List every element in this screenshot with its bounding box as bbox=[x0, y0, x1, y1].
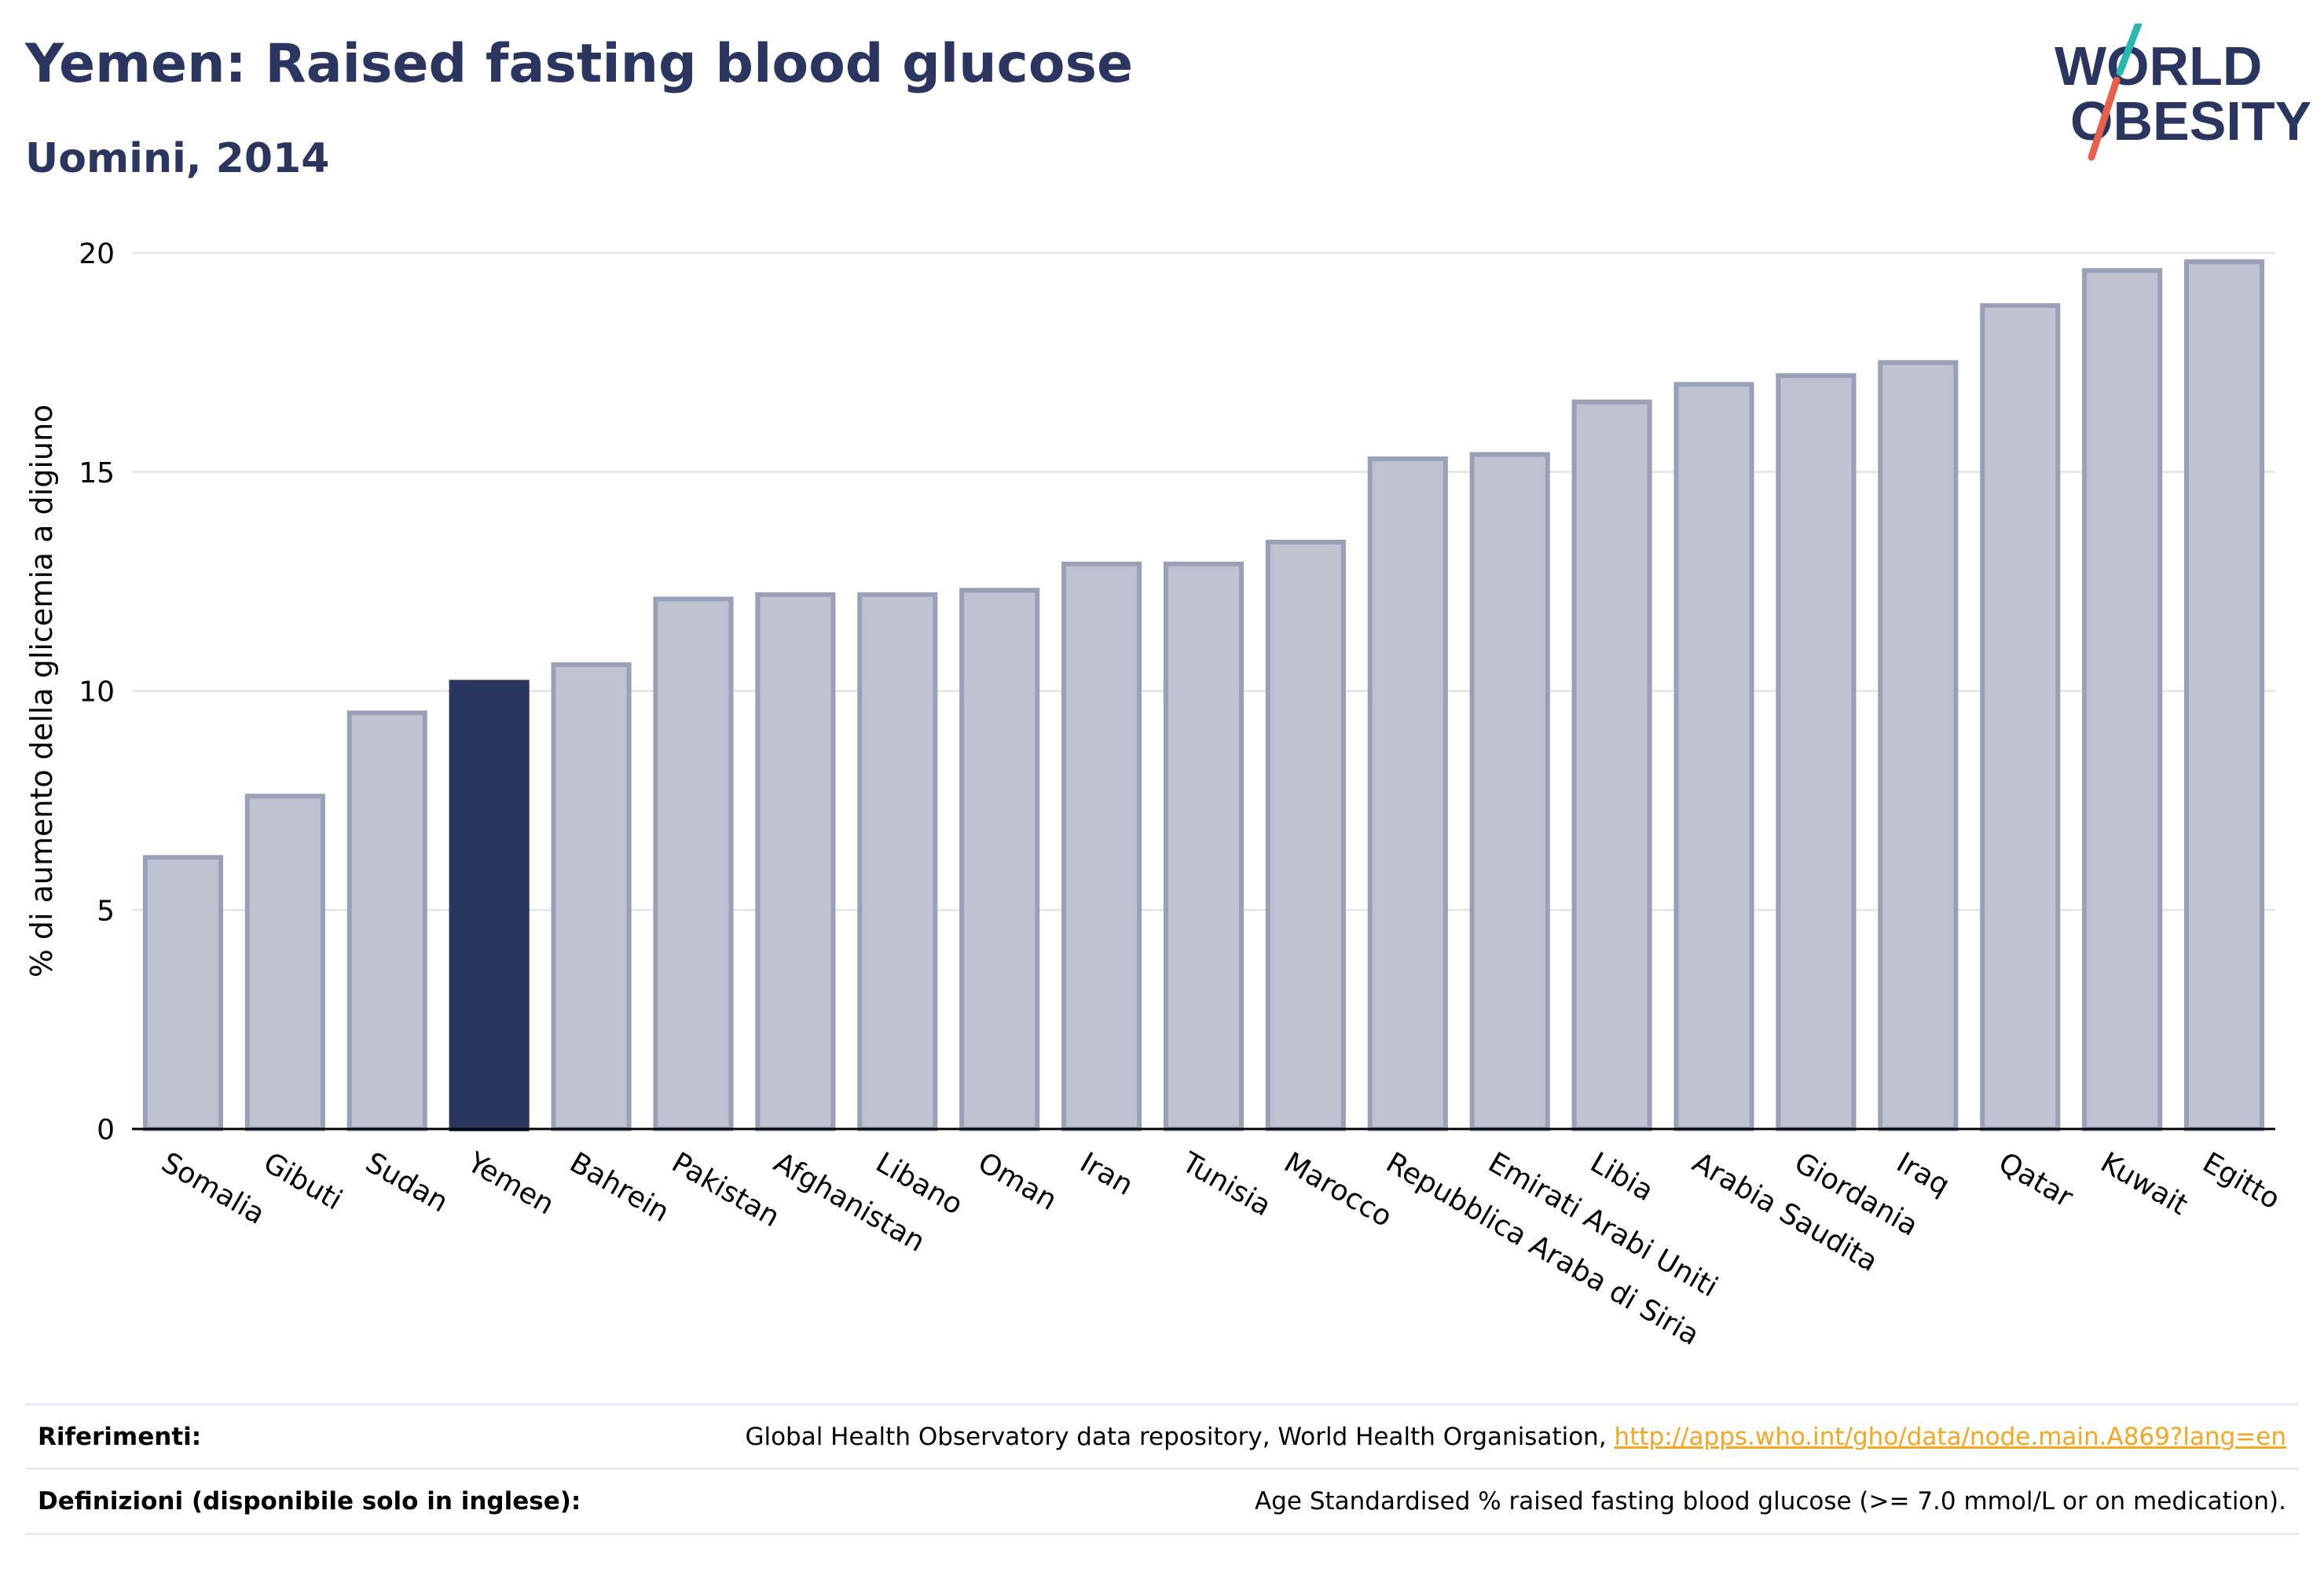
y-axis-ticks: 0 5 10 15 20 bbox=[79, 238, 115, 1146]
bar bbox=[551, 662, 632, 1131]
bar bbox=[1163, 561, 1244, 1131]
y-tick-label: 0 bbox=[97, 1114, 115, 1146]
x-tick-label: Bahrein bbox=[564, 1146, 674, 1229]
x-tick-label: Tunisia bbox=[1176, 1146, 1277, 1222]
bar bbox=[1776, 373, 1857, 1132]
definitions-label: Definizioni (disponibile solo in inglese… bbox=[38, 1487, 581, 1516]
references-text: Global Health Observatory data repositor… bbox=[745, 1423, 1615, 1451]
chart-title: Yemen: Raised fasting blood glucose bbox=[25, 33, 1134, 95]
x-tick-label: Egitto bbox=[2198, 1146, 2286, 1215]
bar bbox=[2183, 259, 2265, 1131]
logo-word-world: WORLD bbox=[2055, 35, 2262, 97]
x-tick-label: Iraq bbox=[1891, 1146, 1955, 1202]
x-tick-label: Yemen bbox=[461, 1146, 559, 1222]
footer-definitions-row: Definizioni (disponibile solo in inglese… bbox=[25, 1468, 2299, 1535]
references-link[interactable]: http://apps.who.int/gho/data/node.main.A… bbox=[1614, 1423, 2286, 1451]
x-tick-label: Gibuti bbox=[258, 1146, 347, 1216]
bar bbox=[755, 592, 836, 1131]
logo-slash-top bbox=[2116, 24, 2143, 76]
bar bbox=[1265, 539, 1346, 1131]
definitions-value: Age Standardised % raised fasting blood … bbox=[1255, 1487, 2286, 1516]
bar bbox=[2082, 268, 2163, 1131]
bar-highlighted bbox=[449, 680, 530, 1131]
x-tick-label: Oman bbox=[973, 1146, 1062, 1217]
references-value: Global Health Observatory data repositor… bbox=[745, 1423, 2286, 1451]
bar bbox=[857, 592, 938, 1131]
bar bbox=[959, 588, 1040, 1131]
bar bbox=[1571, 399, 1652, 1131]
chart-subtitle: Uomini, 2014 bbox=[25, 135, 330, 182]
x-tick-label: Marocco bbox=[1278, 1146, 1397, 1233]
bar bbox=[1980, 302, 2061, 1131]
bars bbox=[142, 259, 2265, 1132]
y-tick-label: 5 bbox=[97, 895, 115, 927]
x-tick-label: Kuwait bbox=[2095, 1146, 2194, 1222]
bar bbox=[1469, 452, 1550, 1131]
x-tick-label: Arabia Saudita bbox=[1687, 1146, 1883, 1278]
bar bbox=[653, 596, 734, 1131]
bar bbox=[142, 855, 224, 1131]
x-tick-label: Somalia bbox=[156, 1146, 269, 1231]
bar bbox=[1367, 456, 1448, 1131]
logo-slash-bottom bbox=[2088, 76, 2121, 161]
bar bbox=[346, 710, 427, 1131]
y-axis-label: % di aumento della glicemia a digiuno bbox=[24, 405, 59, 978]
world-obesity-logo: WORLD OBESITY bbox=[2055, 24, 2310, 161]
references-label: Riferimenti: bbox=[38, 1423, 202, 1451]
x-tick-label: Iran bbox=[1075, 1146, 1138, 1202]
bar bbox=[1061, 561, 1142, 1131]
bar bbox=[1673, 382, 1754, 1131]
x-tick-label: Qatar bbox=[1993, 1146, 2078, 1214]
x-tick-label: Libia bbox=[1585, 1146, 1659, 1208]
x-tick-label: Pakistan bbox=[666, 1146, 785, 1233]
bar bbox=[1878, 360, 1959, 1131]
y-tick-label: 20 bbox=[79, 238, 115, 270]
x-tick-label: Sudan bbox=[360, 1146, 453, 1219]
footer-references-row: Riferimenti: Global Health Observatory d… bbox=[25, 1403, 2299, 1468]
bar bbox=[244, 793, 325, 1131]
y-tick-label: 15 bbox=[79, 457, 115, 489]
y-tick-label: 10 bbox=[79, 676, 115, 709]
